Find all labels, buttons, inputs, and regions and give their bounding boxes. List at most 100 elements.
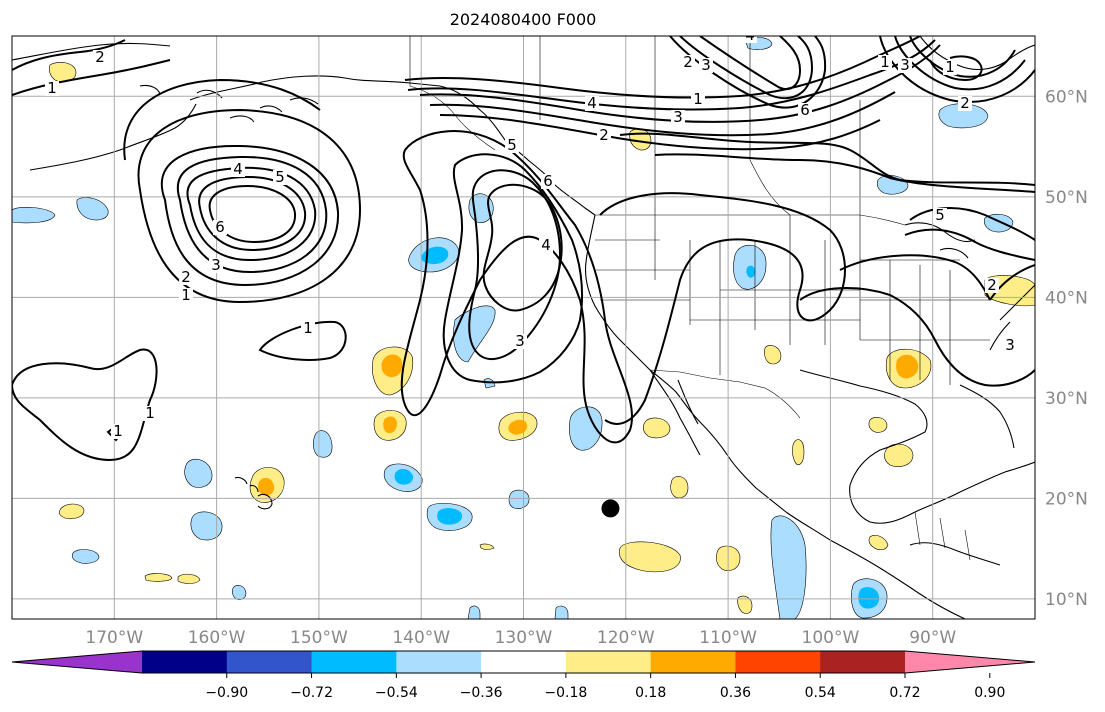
contour-line xyxy=(468,169,562,360)
shade-blob xyxy=(76,197,109,221)
contour-label: 1 xyxy=(113,422,123,440)
contour-line xyxy=(186,166,317,262)
contour-label: 4 xyxy=(541,236,551,254)
hawaii-islands xyxy=(234,476,273,510)
contour-line xyxy=(482,183,563,312)
colorbar-tick-label: 0.90 xyxy=(974,685,1005,701)
contour-label-bg xyxy=(111,424,125,439)
contour-line xyxy=(429,91,896,137)
shade-blob xyxy=(554,605,569,619)
colorbar-tick-label: 0.54 xyxy=(805,685,836,701)
lat-tick-label: 20°N xyxy=(1045,489,1088,509)
shade-blob xyxy=(643,417,671,439)
contour-label-bg xyxy=(273,170,287,185)
contour-label: 4 xyxy=(587,94,597,112)
lat-tick-label: 40°N xyxy=(1045,288,1088,308)
lon-tick-label: 150°W xyxy=(290,628,348,648)
canada-provinces xyxy=(539,36,861,216)
contour-line xyxy=(679,36,814,100)
colorbar-tick-label: −0.54 xyxy=(375,685,418,701)
contour-label-bg xyxy=(231,162,245,177)
contour-label: 1 xyxy=(47,79,57,97)
contour-label-bg xyxy=(878,55,892,70)
contour-label-bg xyxy=(958,96,972,111)
latitude-labels: 10°N 20°N 30°N 40°N 50°N 60°N xyxy=(1045,87,1088,610)
central-america-borders xyxy=(914,511,971,561)
hudson-bay-coast xyxy=(919,36,1035,71)
shade-blob xyxy=(58,503,85,520)
lat-tick-label: 50°N xyxy=(1045,188,1088,208)
contour-line xyxy=(619,132,1035,186)
contour-label-bg xyxy=(179,270,193,285)
contour-label-bg xyxy=(743,36,757,43)
contour-label: 3 xyxy=(701,56,711,74)
contour-label-bg xyxy=(1003,338,1017,353)
colorbar-tick-label: −0.18 xyxy=(544,685,587,701)
shade-blob xyxy=(670,476,689,499)
contour-line xyxy=(400,130,633,444)
contour-label: 3 xyxy=(900,56,910,74)
shade-blob xyxy=(381,354,403,378)
shade-blob xyxy=(858,587,880,609)
contour-label: 6 xyxy=(800,101,810,119)
colorbar-segment xyxy=(396,651,482,673)
lat-tick-label: 60°N xyxy=(1045,87,1088,107)
shade-blob xyxy=(479,543,495,550)
lat-tick-label: 30°N xyxy=(1045,389,1088,409)
contour-line xyxy=(654,153,1035,193)
map-frame xyxy=(11,35,1036,620)
shade-blob xyxy=(619,541,681,573)
colorbar-arrow-low xyxy=(12,651,142,673)
colorbar-tick-label: −0.72 xyxy=(290,685,333,701)
map-grid xyxy=(12,36,1035,619)
contour-label-bg xyxy=(933,208,947,223)
contour-line xyxy=(198,175,307,252)
contour-label-bg xyxy=(699,58,713,73)
colorbar-segment xyxy=(650,651,736,673)
contour-label: 2 xyxy=(599,126,609,144)
colorbar-tick-label: −0.90 xyxy=(205,685,248,701)
contour-label-bg xyxy=(505,138,519,153)
contour-lines xyxy=(12,36,1035,462)
contour-line xyxy=(137,108,362,304)
lon-tick-label: 170°W xyxy=(85,628,143,648)
contour-label: 4 xyxy=(233,160,243,178)
contour-line xyxy=(442,153,583,384)
contour-label-bg xyxy=(209,258,223,273)
contour-line xyxy=(439,114,881,151)
shade-blob xyxy=(184,458,213,488)
colorbar-tick-label: 0.36 xyxy=(720,685,751,701)
lon-tick-label: 90°W xyxy=(909,628,956,648)
contour-label-bg xyxy=(943,60,957,75)
colorbar-segment xyxy=(481,651,567,673)
colorbar-segment xyxy=(226,651,313,673)
longitude-labels: 170°W 160°W 150°W 140°W 130°W 120°W 110°W 100°W… xyxy=(85,628,956,648)
caribbean-coast xyxy=(909,461,1035,566)
contour-label: 3 xyxy=(211,256,221,274)
contour-label: 4 xyxy=(745,26,755,44)
shade-blob xyxy=(467,605,481,619)
contour-label: 1 xyxy=(945,58,955,76)
shade-blob xyxy=(258,477,275,496)
contour-label-bg xyxy=(213,220,227,235)
contour-line xyxy=(799,287,1035,387)
contour-label-bg xyxy=(691,92,705,107)
contour-label: 6 xyxy=(215,218,225,236)
contour-label-bg xyxy=(539,238,553,253)
shade-blob xyxy=(383,416,397,434)
shade-blob xyxy=(884,443,914,467)
shade-blob xyxy=(770,515,807,619)
gulf-of-mexico-coast xyxy=(799,369,961,524)
contour-line xyxy=(909,36,1016,78)
lon-tick-label: 140°W xyxy=(392,628,450,648)
contour-line xyxy=(599,192,846,425)
colorbar-tick-label: 0.18 xyxy=(635,685,666,701)
colorbar-segment xyxy=(735,651,821,673)
shade-blob xyxy=(508,489,530,509)
lon-tick-label: 120°W xyxy=(597,628,655,648)
us-mexico-border xyxy=(649,369,801,419)
contour-label-bg xyxy=(513,334,527,349)
shade-blob xyxy=(764,345,782,365)
